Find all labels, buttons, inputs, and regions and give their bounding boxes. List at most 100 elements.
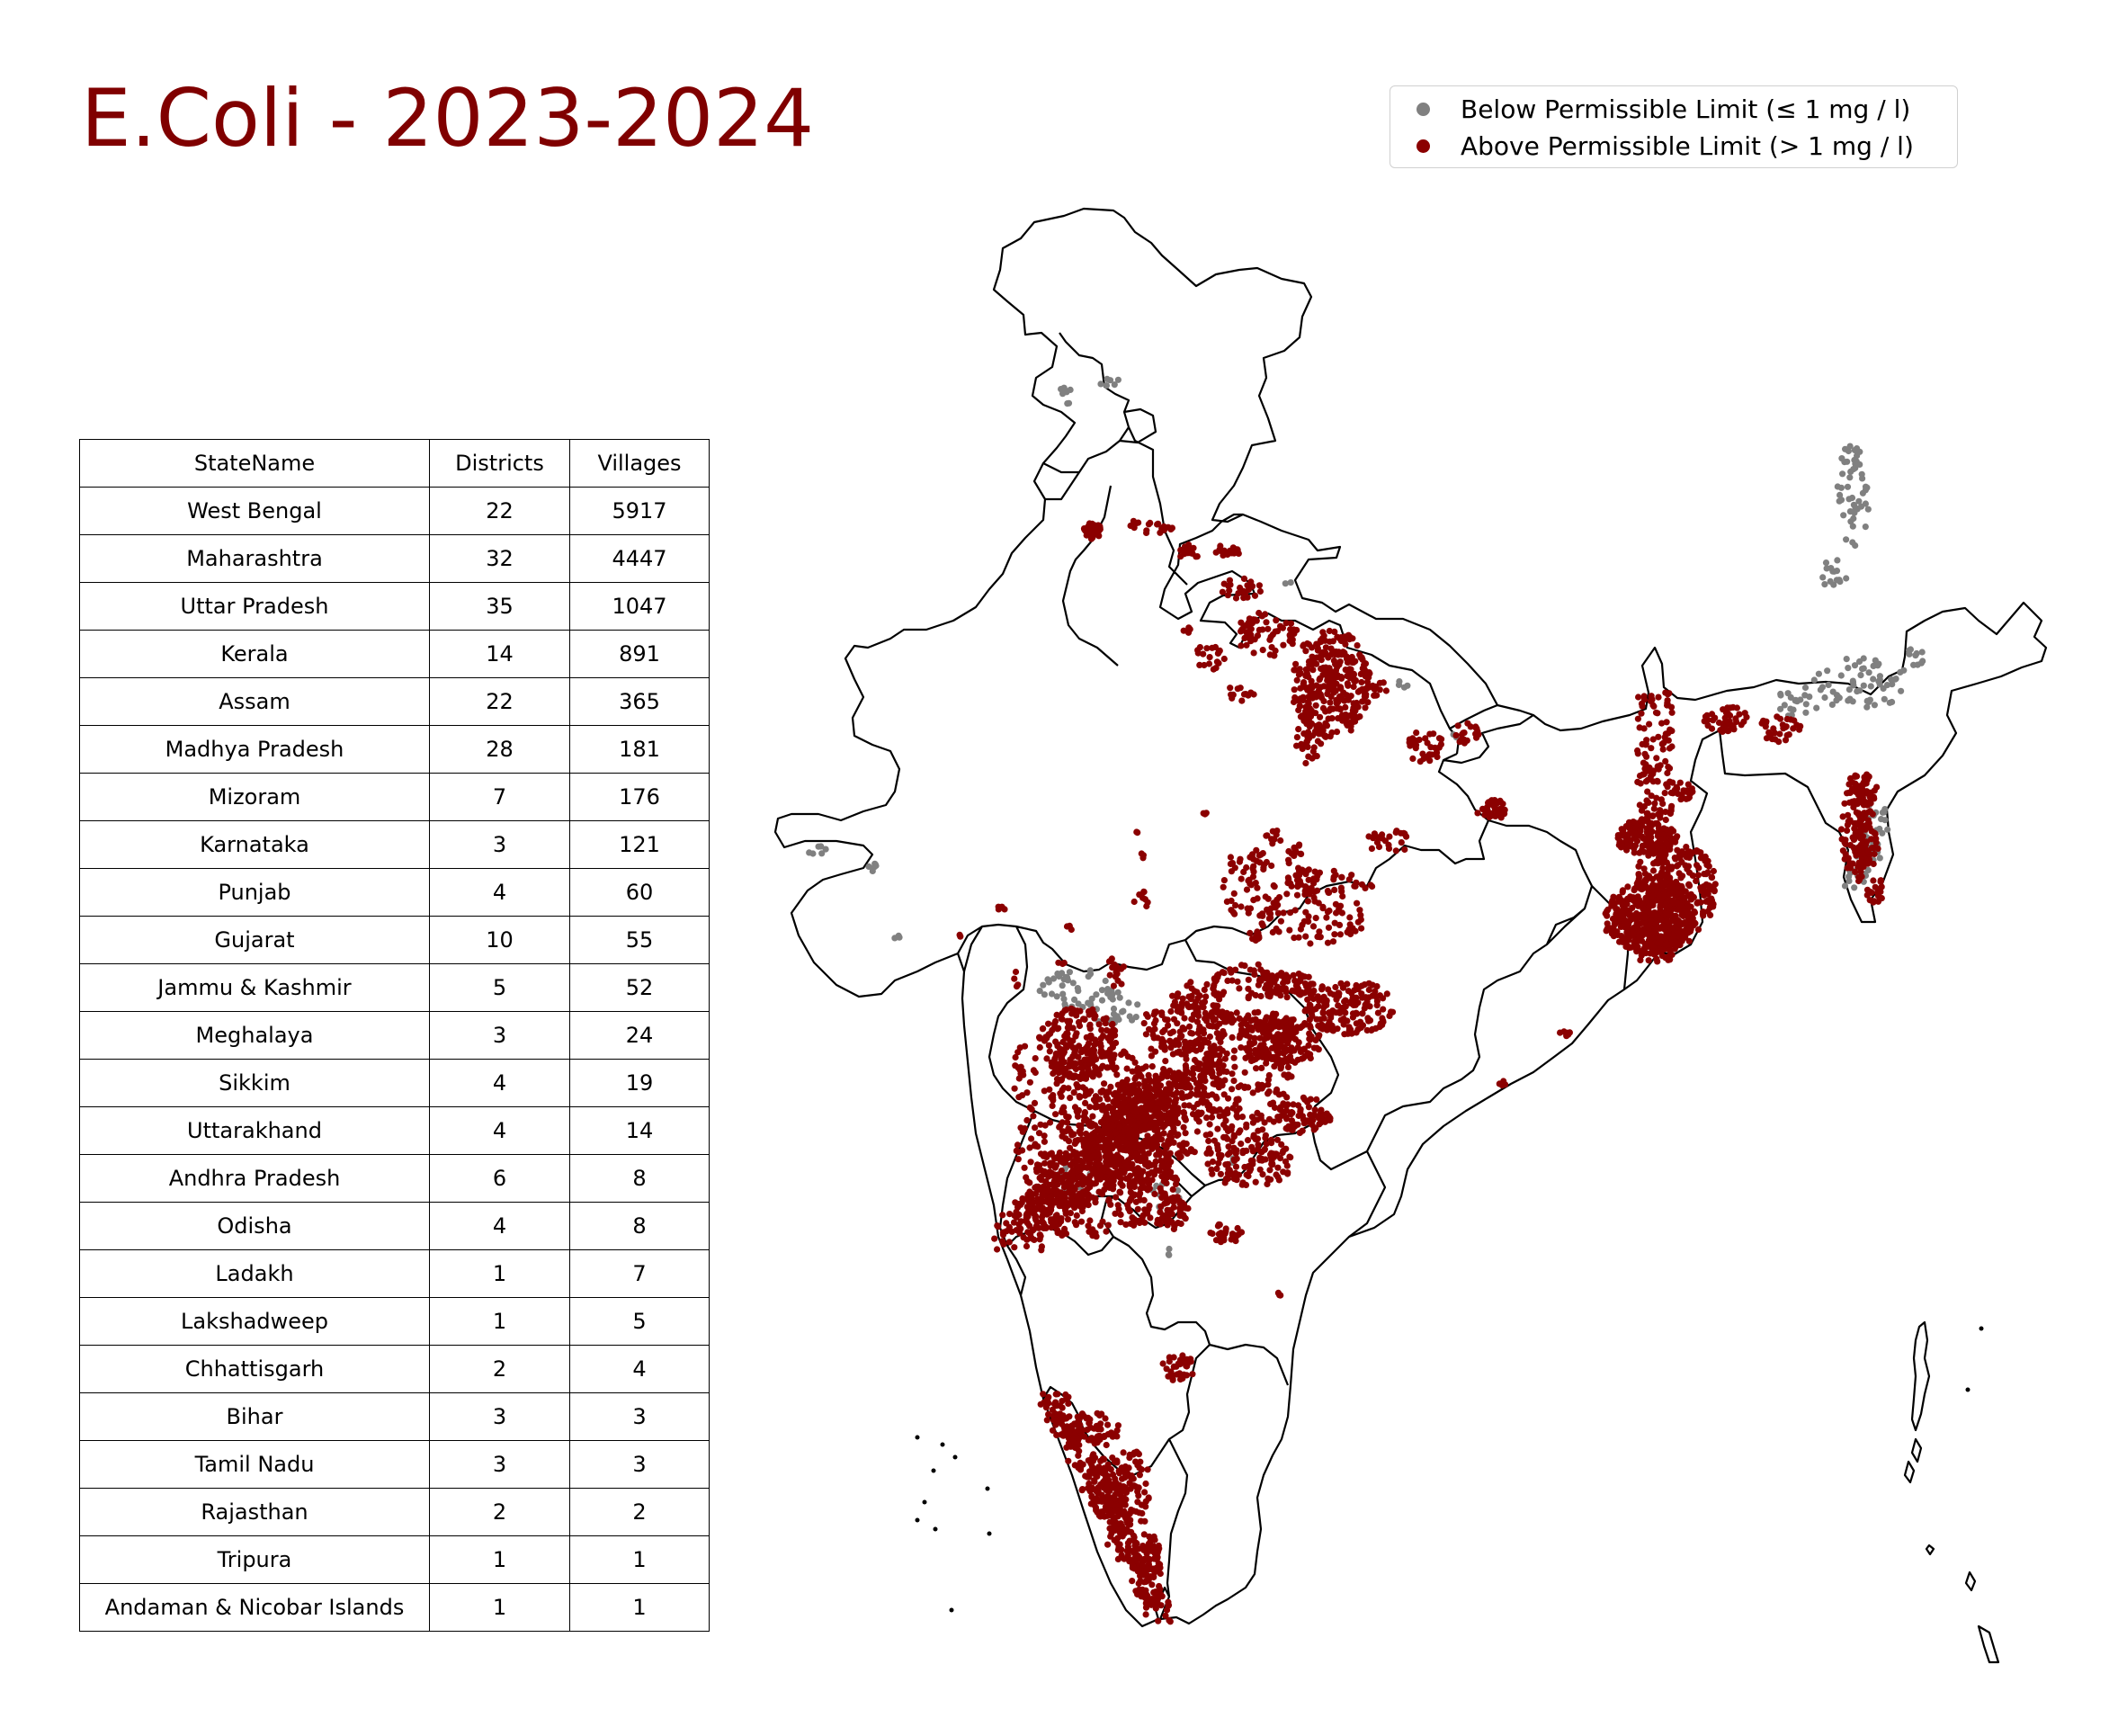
- sample-point-above: [1307, 940, 1314, 947]
- sample-point-above: [1059, 1105, 1067, 1113]
- sample-point-above: [1346, 633, 1354, 640]
- sample-point-above: [1019, 1147, 1026, 1154]
- cell-districts: 35: [429, 582, 570, 631]
- sample-point-above: [1430, 730, 1437, 738]
- sample-point-above: [1220, 655, 1228, 663]
- cell-villages: 60: [569, 868, 710, 917]
- sample-point-above: [1291, 935, 1298, 942]
- sample-point-above: [1272, 628, 1279, 635]
- sample-point-below: [1835, 694, 1842, 701]
- sample-point-below: [1844, 458, 1851, 465]
- sample-point-below: [1845, 686, 1853, 694]
- sample-point-above: [1307, 689, 1314, 696]
- sample-point-above: [1213, 1007, 1220, 1014]
- sample-point-above: [1260, 864, 1267, 872]
- state-boundaries: [957, 332, 1630, 1597]
- sample-point-above: [1252, 1178, 1259, 1186]
- sample-point-below: [1850, 466, 1857, 473]
- sample-point-above: [1259, 1171, 1266, 1178]
- sample-point-above: [1304, 898, 1311, 905]
- sample-point-above: [1670, 933, 1677, 940]
- sample-point-above: [1148, 1161, 1155, 1168]
- sample-point-below: [822, 846, 829, 853]
- sample-point-above: [1262, 893, 1269, 900]
- sample-point-below: [1044, 976, 1051, 983]
- sample-point-above: [1380, 1006, 1387, 1013]
- cell-state-name: Rajasthan: [79, 1488, 430, 1536]
- sample-point-above: [1153, 1556, 1160, 1563]
- sample-point-above: [1336, 931, 1344, 938]
- sample-point-above: [1274, 972, 1282, 980]
- sample-point-above: [1325, 986, 1332, 993]
- sample-point-above: [1253, 1065, 1260, 1072]
- sample-point-above: [1173, 1363, 1180, 1370]
- sample-point-above: [1206, 1121, 1213, 1128]
- sample-point-above: [1296, 666, 1303, 673]
- sample-point-above: [1021, 1042, 1029, 1050]
- sample-point-above: [1224, 550, 1231, 559]
- sample-point-above: [1382, 687, 1390, 694]
- sample-point-above: [1072, 1033, 1079, 1040]
- sample-point-above: [1073, 1212, 1080, 1219]
- table-row: Uttarakhand 4 14: [79, 1106, 710, 1155]
- sample-point-above: [1305, 1104, 1312, 1111]
- sample-point-above: [1328, 729, 1336, 737]
- sample-point-above: [1163, 1365, 1170, 1373]
- sample-point-above: [1216, 1051, 1223, 1059]
- sample-point-above: [1209, 1158, 1217, 1166]
- sample-point-above: [1026, 1179, 1033, 1186]
- sample-point-above: [1097, 1065, 1104, 1072]
- sample-point-above: [1201, 661, 1208, 669]
- sample-point-above: [1316, 721, 1323, 729]
- sample-point-above: [1728, 721, 1735, 729]
- sample-point-above: [1157, 1209, 1164, 1216]
- sample-point-above: [1247, 1041, 1255, 1048]
- sample-point-above: [1345, 1024, 1353, 1031]
- sample-point-above: [1380, 1018, 1387, 1025]
- sample-point-below: [1846, 508, 1854, 515]
- sample-point-above: [1086, 520, 1093, 527]
- sample-point-above: [1178, 1033, 1185, 1040]
- sample-point-below: [1824, 667, 1831, 675]
- sample-point-below: [818, 843, 825, 850]
- sample-point-above: [1281, 1071, 1288, 1078]
- sample-point-above: [1113, 1194, 1120, 1201]
- sample-point-above: [1677, 796, 1685, 803]
- sample-point-above: [1135, 1484, 1142, 1491]
- sample-point-above: [1233, 1096, 1240, 1103]
- sample-point-below: [1843, 575, 1850, 582]
- sample-point-above: [1685, 881, 1693, 889]
- cell-villages: 5917: [569, 487, 710, 535]
- sample-point-above: [1354, 642, 1361, 649]
- sample-point-above: [1352, 927, 1359, 935]
- sample-point-above: [1693, 848, 1700, 855]
- sample-point-above: [1286, 926, 1293, 934]
- sample-point-above: [1245, 909, 1252, 917]
- sample-point-above: [1294, 1121, 1301, 1128]
- sample-point-above: [1287, 909, 1294, 917]
- sample-point-below: [1881, 817, 1889, 824]
- sample-point-above: [1146, 1202, 1153, 1210]
- sample-point-below: [1125, 999, 1132, 1007]
- sample-point-above: [1163, 1155, 1170, 1162]
- sample-point-above: [1055, 959, 1062, 966]
- sample-point-above: [1191, 988, 1198, 995]
- sample-point-above: [1271, 1104, 1279, 1112]
- sample-point-above: [1011, 1244, 1018, 1251]
- sample-point-above: [1288, 1057, 1295, 1064]
- cell-state-name: Madhya Pradesh: [79, 725, 430, 774]
- cell-villages: 8: [569, 1202, 710, 1250]
- sample-point-above: [1671, 855, 1678, 862]
- sample-point-below: [1872, 657, 1879, 664]
- sample-point-above: [1152, 1016, 1159, 1025]
- sample-point-above: [1130, 1508, 1138, 1515]
- sample-point-above: [1168, 1211, 1175, 1218]
- sample-point-above: [1190, 544, 1197, 551]
- sample-point-above: [1357, 916, 1364, 923]
- table-row: Odisha 4 8: [79, 1202, 710, 1250]
- sample-point-above: [1103, 1441, 1110, 1449]
- sample-point-above: [1279, 624, 1286, 631]
- cell-state-name: Maharashtra: [79, 534, 430, 583]
- sample-point-below: [869, 867, 876, 875]
- sample-point-above: [1109, 1043, 1116, 1051]
